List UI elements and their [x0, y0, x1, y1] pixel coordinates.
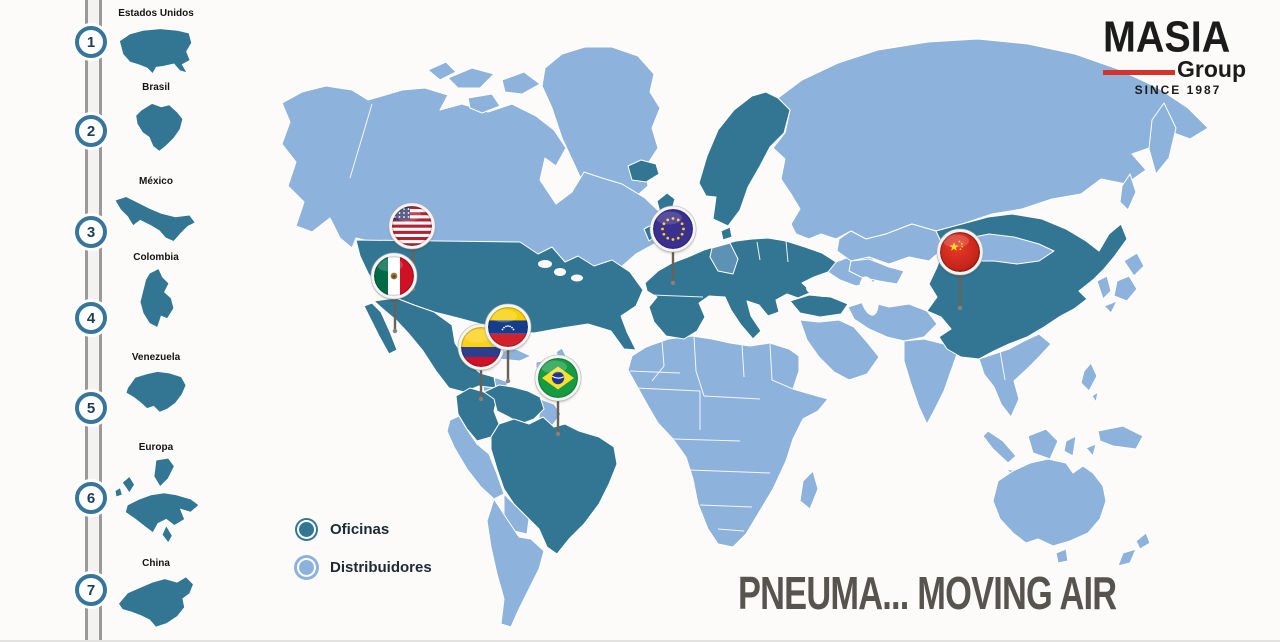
iceland	[627, 159, 660, 183]
australia	[992, 458, 1107, 564]
masia-logo: MASIA Group SINCE 1987	[1103, 11, 1253, 97]
map-legend: Oficinas Distribuidores	[294, 516, 432, 592]
canada-alaska	[281, 85, 669, 288]
kamchatka	[1119, 102, 1177, 211]
sidebar-item-brasil: Brasil	[100, 82, 212, 162]
country-label: Estados Unidos	[118, 8, 194, 19]
brazil	[490, 416, 618, 555]
country-label: Europa	[138, 442, 174, 453]
europe-mainland	[644, 237, 837, 340]
sidebar-item-venezuela: Venezuela	[100, 352, 212, 428]
scandinavia	[698, 91, 791, 241]
korea	[1096, 275, 1112, 300]
seas-and-lakes	[538, 260, 879, 316]
arabia	[799, 319, 880, 381]
timeline-number-6: 6	[75, 482, 107, 514]
turkey	[789, 294, 849, 318]
timeline-number-1: 1	[75, 26, 107, 58]
southeast-asia	[978, 333, 1052, 418]
logo-group-text: Group	[1177, 56, 1246, 82]
germany	[709, 242, 739, 275]
argentina-chile	[486, 498, 545, 628]
timeline-number-4: 4	[75, 302, 107, 334]
china-flag-pin	[936, 228, 984, 276]
philippines	[1080, 362, 1099, 403]
kazakhstan	[836, 223, 945, 265]
madagascar	[799, 470, 819, 510]
timeline-number-2: 2	[75, 115, 107, 147]
timeline-number-7: 7	[75, 574, 107, 606]
legend-offices: Oficinas	[294, 516, 432, 542]
europe-silhouette-icon	[114, 457, 200, 544]
japan	[1103, 252, 1145, 314]
country-label: China	[142, 558, 170, 569]
sidebar-item-mexico: México	[100, 176, 212, 248]
sidebar-item-estados-unidos: Estados Unidos	[100, 8, 212, 74]
brazil-silhouette-icon	[136, 103, 183, 151]
legend-distributors-label: Distribuidores	[330, 558, 432, 576]
country-label: Venezuela	[131, 352, 181, 363]
new-guinea	[1097, 425, 1144, 450]
legend-offices-label: Oficinas	[330, 520, 390, 538]
legend-distributors: Distribuidores	[294, 554, 432, 580]
office-marker-icon	[299, 521, 314, 537]
country-label: México	[139, 176, 173, 187]
logo-brand-text: MASIA	[1103, 11, 1231, 61]
mexico-silhouette-icon	[115, 197, 195, 241]
sidebar-item-colombia: Colombia	[100, 252, 212, 348]
mexico-flag-pin	[370, 252, 418, 300]
distributor-marker-icon	[299, 559, 314, 575]
new-zealand	[1117, 532, 1151, 567]
european-union-flag-pin	[649, 205, 697, 253]
country-label: Brasil	[142, 82, 170, 93]
logo-red-bar	[1103, 70, 1175, 75]
logo-since-text: SINCE 1987	[1134, 83, 1222, 97]
central-asia	[848, 258, 905, 285]
timeline-number-5: 5	[75, 392, 107, 424]
arctic-islands	[427, 61, 541, 114]
russia	[772, 38, 1209, 240]
venezuela-silhouette-icon	[126, 371, 186, 412]
venezuela	[483, 384, 545, 425]
colombia-silhouette-icon	[140, 269, 174, 327]
china-silhouette-icon	[119, 577, 193, 627]
africa	[627, 335, 829, 548]
timeline-number-3: 3	[75, 216, 107, 248]
pin-stick-tips	[392, 280, 963, 437]
united-states-flag-pin	[388, 202, 436, 250]
country-borders	[349, 103, 1006, 532]
tagline: PNEUMA... MOVING AIR	[738, 568, 1117, 620]
sidebar-item-europa: Europa	[100, 442, 212, 548]
sidebar-item-china: China	[100, 558, 212, 632]
venezuela-flag-pin	[484, 303, 532, 351]
country-label: Colombia	[133, 252, 179, 263]
usa-silhouette-icon	[119, 29, 192, 73]
india	[903, 338, 958, 425]
brazil-flag-pin	[534, 354, 582, 402]
